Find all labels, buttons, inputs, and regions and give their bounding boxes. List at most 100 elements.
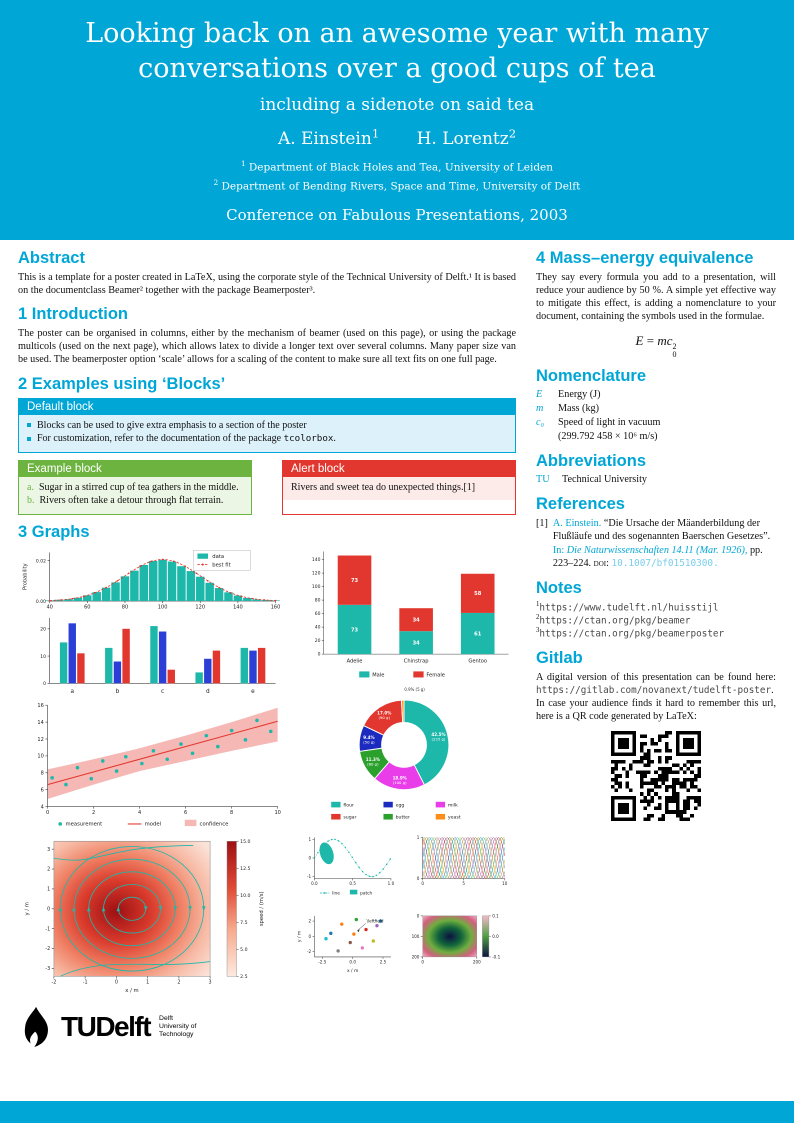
svg-text:x / m: x / m <box>347 968 358 974</box>
svg-text:5.0: 5.0 <box>240 947 247 953</box>
affiliation-2: 2 Department of Bending Rivers, Space an… <box>213 178 581 193</box>
svg-text:120: 120 <box>195 605 205 611</box>
svg-text:-1: -1 <box>45 927 50 933</box>
authors-line: A. Einstein1 H. Lorentz2 <box>30 126 764 149</box>
example-alert-row: Example block a. Sugar in a stirred cup … <box>18 459 516 515</box>
mass-energy-section: 4 Mass–energy equivalence They say every… <box>536 249 776 359</box>
svg-text:0: 0 <box>43 681 46 687</box>
mass-energy-formula: E = mc 2 0 <box>635 332 677 359</box>
svg-text:milk: milk <box>448 803 458 809</box>
svg-text:Probability: Probability <box>22 564 28 591</box>
default-block-item-1: Blocks can be used to give extra emphasi… <box>27 419 507 433</box>
note-url[interactable]: https://ctan.org/pkg/beamerposter <box>539 628 725 640</box>
svg-text:-3: -3 <box>45 967 50 973</box>
note-url[interactable]: https://www.tudelft.nl/huisstijl <box>539 601 719 613</box>
histogram-and-bar-figure: 40 60 80 100 120 140 1600.000.02Probabilitydat… <box>22 550 281 695</box>
square-bullet-icon <box>27 423 31 428</box>
svg-text:6: 6 <box>184 810 187 816</box>
svg-text:1.0: 1.0 <box>388 881 395 886</box>
notes-section: Notes 1https://www.tudelft.nl/huisstijl … <box>536 578 776 641</box>
tudelft-logo: TUDelft Delft University of Technology <box>18 1006 516 1048</box>
abstract-heading: Abstract <box>18 248 85 267</box>
svg-text:0.1: 0.1 <box>492 914 499 919</box>
nomenclature-row: m Mass (kg) <box>536 403 600 415</box>
svg-text:60: 60 <box>315 612 321 618</box>
alert-block-title: Alert block <box>283 460 515 477</box>
svg-text:11.3%: 11.3% <box>366 757 380 762</box>
svg-text:34: 34 <box>413 618 421 624</box>
svg-text:-2: -2 <box>51 980 56 986</box>
svg-text:0.00: 0.00 <box>36 599 46 605</box>
svg-text:1: 1 <box>309 837 312 842</box>
svg-text:73: 73 <box>351 628 359 634</box>
logo-flame-icon <box>24 1006 48 1047</box>
svg-text:200: 200 <box>473 960 481 965</box>
svg-text:0: 0 <box>417 876 420 881</box>
poster-footer <box>0 1101 794 1123</box>
svg-text:80: 80 <box>315 598 321 604</box>
svg-text:120: 120 <box>312 571 321 577</box>
svg-text:40: 40 <box>315 625 321 631</box>
note-url[interactable]: https://ctan.org/pkg/beamer <box>539 615 691 627</box>
svg-text:60: 60 <box>84 605 90 611</box>
poster-body: Abstract This is a template for a poster… <box>0 240 794 1101</box>
svg-text:0: 0 <box>309 856 312 861</box>
graphs-left-column: 40 60 80 100 120 140 160 0.00 0.02 Probability dat… <box>18 544 284 998</box>
alert-block-body: Rivers and sweet tea do unexpected thing… <box>283 476 515 501</box>
svg-text:-2: -2 <box>45 947 50 953</box>
notes-heading: Notes <box>536 578 582 597</box>
svg-text:12: 12 <box>37 737 43 743</box>
svg-text:20: 20 <box>315 639 321 645</box>
svg-text:Male: Male <box>372 673 384 679</box>
poster-header: Looking back on an awesome year with man… <box>0 0 794 240</box>
graphs-section: 3 Graphs 40 60 80 100 120 140 160 0.00 0.02 Proba… <box>18 523 516 998</box>
svg-text:0: 0 <box>115 980 118 986</box>
svg-text:10: 10 <box>37 754 43 760</box>
conference-line: Conference on Fabulous Presentations, 20… <box>226 205 568 224</box>
svg-text:model: model <box>145 822 161 828</box>
svg-text:80: 80 <box>122 605 128 611</box>
svg-text:confidence: confidence <box>200 822 229 828</box>
abbreviations-section: Abbreviations TU Technical University <box>536 452 776 488</box>
examples-heading: 2 Examples using ‘Blocks’ <box>18 374 226 393</box>
svg-text:12.5: 12.5 <box>240 866 250 872</box>
svg-text:10: 10 <box>40 654 46 660</box>
abbreviation-row: TU Technical University <box>536 474 648 486</box>
reference-entry: [1] A. Einstein. “Die Ursache der Mäande… <box>536 517 771 570</box>
svg-text:d: d <box>206 689 210 695</box>
svg-text:c: c <box>161 689 164 695</box>
svg-text:b: b <box>116 689 120 695</box>
gitlab-url[interactable]: https://gitlab.com/novanext/tudelft-post… <box>536 684 772 696</box>
svg-text:140: 140 <box>312 558 321 564</box>
graphs-right-column: 0 20 40 60 80 100 120 140 Adelie 73 73 Chinstrap 34 3… <box>292 544 516 998</box>
svg-text:data: data <box>212 555 224 561</box>
right-column: 4 Mass–energy equivalence They say every… <box>536 246 776 1101</box>
svg-text:0: 0 <box>421 960 424 965</box>
svg-text:8: 8 <box>41 771 44 777</box>
nomenclature-row: E Energy (J) <box>536 389 601 401</box>
svg-text:measurement: measurement <box>66 822 103 828</box>
svg-text:15.0: 15.0 <box>240 839 250 845</box>
qr-code <box>611 730 701 821</box>
svg-text:1: 1 <box>146 980 149 986</box>
abstract-section: Abstract This is a template for a poster… <box>18 248 516 297</box>
svg-text:3: 3 <box>209 980 212 986</box>
default-block-body: Blocks can be used to give extra emphasi… <box>19 414 515 452</box>
svg-text:-2: -2 <box>307 950 311 955</box>
doi-link[interactable]: 10.1007/bf01510300. <box>611 558 719 570</box>
example-item-a: a. Sugar in a stirred cup of tea gathers… <box>27 481 239 493</box>
example-block-title: Example block <box>19 460 251 477</box>
svg-text:18.9%: 18.9% <box>393 776 407 781</box>
graphs-grid: 40 60 80 100 120 140 160 0.00 0.02 Probability dat… <box>18 544 516 998</box>
svg-text:(90 g): (90 g) <box>379 715 391 720</box>
svg-text:yeast: yeast <box>448 815 461 821</box>
abstract-text: This is a template for a poster created … <box>18 271 516 296</box>
svg-text:40: 40 <box>46 605 52 611</box>
svg-text:0: 0 <box>47 907 50 913</box>
examples-section: 2 Examples using ‘Blocks’ Default block … <box>18 374 516 515</box>
svg-text:5: 5 <box>462 881 465 886</box>
svg-text:2: 2 <box>92 810 95 816</box>
svg-text:160: 160 <box>271 605 281 611</box>
svg-text:Gentoo: Gentoo <box>468 659 487 665</box>
